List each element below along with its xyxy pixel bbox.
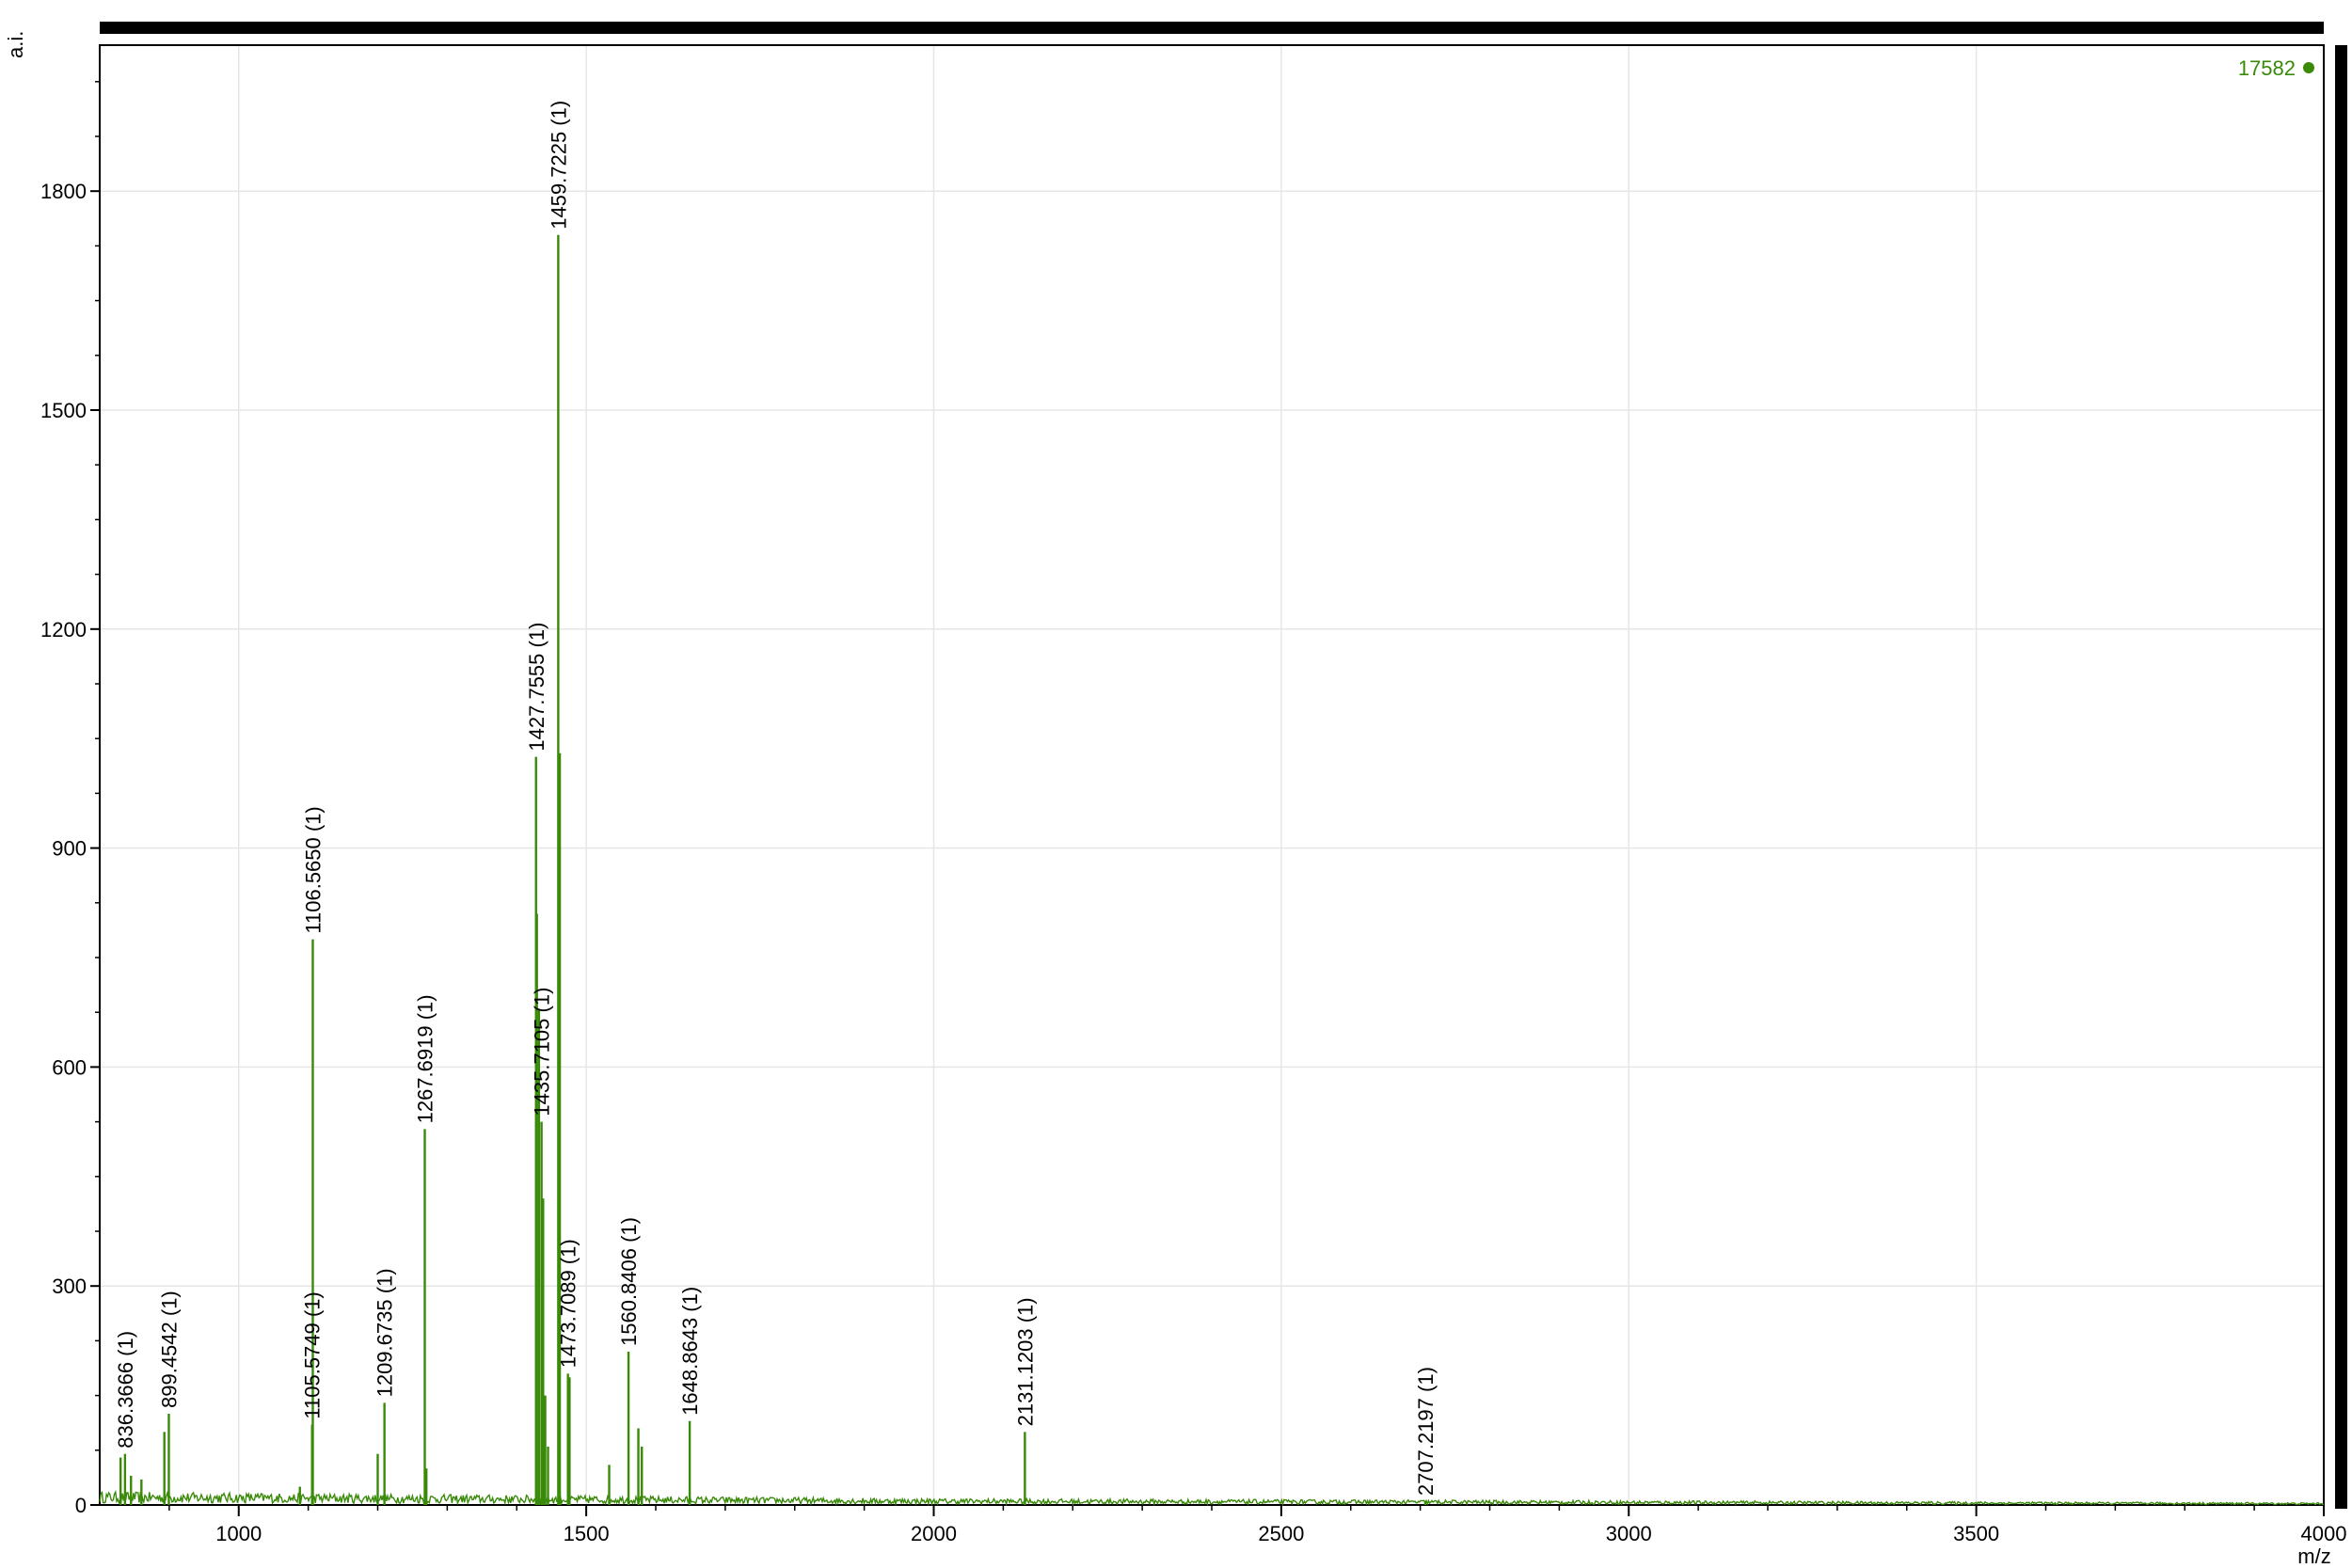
y-tick-label: 1800 — [40, 180, 87, 203]
peak-label: 1209.6735 (1) — [373, 1268, 397, 1397]
legend-marker-icon — [2303, 62, 2314, 73]
x-tick-label: 3000 — [1606, 1522, 1652, 1545]
peak-label: 1648.8643 (1) — [678, 1287, 702, 1416]
peak-label: 1106.5650 (1) — [302, 806, 326, 933]
peak-label: 1105.5749 (1) — [301, 1291, 325, 1418]
x-tick-label: 1500 — [564, 1522, 610, 1545]
peak-label: 899.4542 (1) — [158, 1291, 182, 1408]
peak-label: 1435.7105 (1) — [531, 988, 554, 1117]
spectrum-series — [99, 234, 2325, 1507]
y-tick-label: 1200 — [40, 618, 87, 641]
y-tick-label: 1500 — [40, 399, 87, 422]
x-tick-label: 4000 — [2301, 1522, 2347, 1545]
x-axis-unit-label: m/z — [2297, 1544, 2330, 1568]
x-tick-label: 3500 — [1953, 1522, 1999, 1545]
y-axis-unit-label: a.i. — [4, 31, 27, 58]
peak-label: 1459.7225 (1) — [547, 101, 570, 230]
legend: 17582 — [2238, 56, 2314, 80]
x-tick-label: 2000 — [911, 1522, 957, 1545]
peak-labels: 836.3666 (1) 899.4542 (1) 1105.5749 (1) 110… — [114, 101, 1438, 1496]
grid-lines — [100, 45, 2324, 1505]
peak-label: 1267.6919 (1) — [414, 994, 437, 1123]
peak-label: 1427.7555 (1) — [525, 623, 548, 752]
y-tick-label: 900 — [52, 837, 87, 861]
x-axis: 1000 1500 2000 2500 3000 3500 4000 — [168, 1505, 2347, 1545]
peak-label: 1473.7089 (1) — [557, 1239, 580, 1368]
spectrum-baseline — [99, 1489, 2325, 1507]
x-tick-label: 2500 — [1258, 1522, 1304, 1545]
x-tick-label: 1000 — [215, 1522, 262, 1545]
top-scroll-bar[interactable] — [100, 22, 2324, 34]
y-axis: 0 300 600 900 1200 1500 1800 — [40, 81, 100, 1517]
y-tick-label: 600 — [52, 1055, 87, 1079]
y-tick-label: 300 — [52, 1275, 87, 1298]
peak-label: 836.3666 (1) — [114, 1331, 137, 1449]
y-tick-label: 0 — [75, 1494, 87, 1517]
legend-label: 17582 — [2238, 56, 2296, 80]
peak-label: 2707.2197 (1) — [1414, 1367, 1438, 1496]
right-scroll-bar[interactable] — [2335, 45, 2347, 1509]
peak-label: 2131.1203 (1) — [1013, 1297, 1037, 1426]
peak-label: 1560.8406 (1) — [617, 1217, 641, 1346]
